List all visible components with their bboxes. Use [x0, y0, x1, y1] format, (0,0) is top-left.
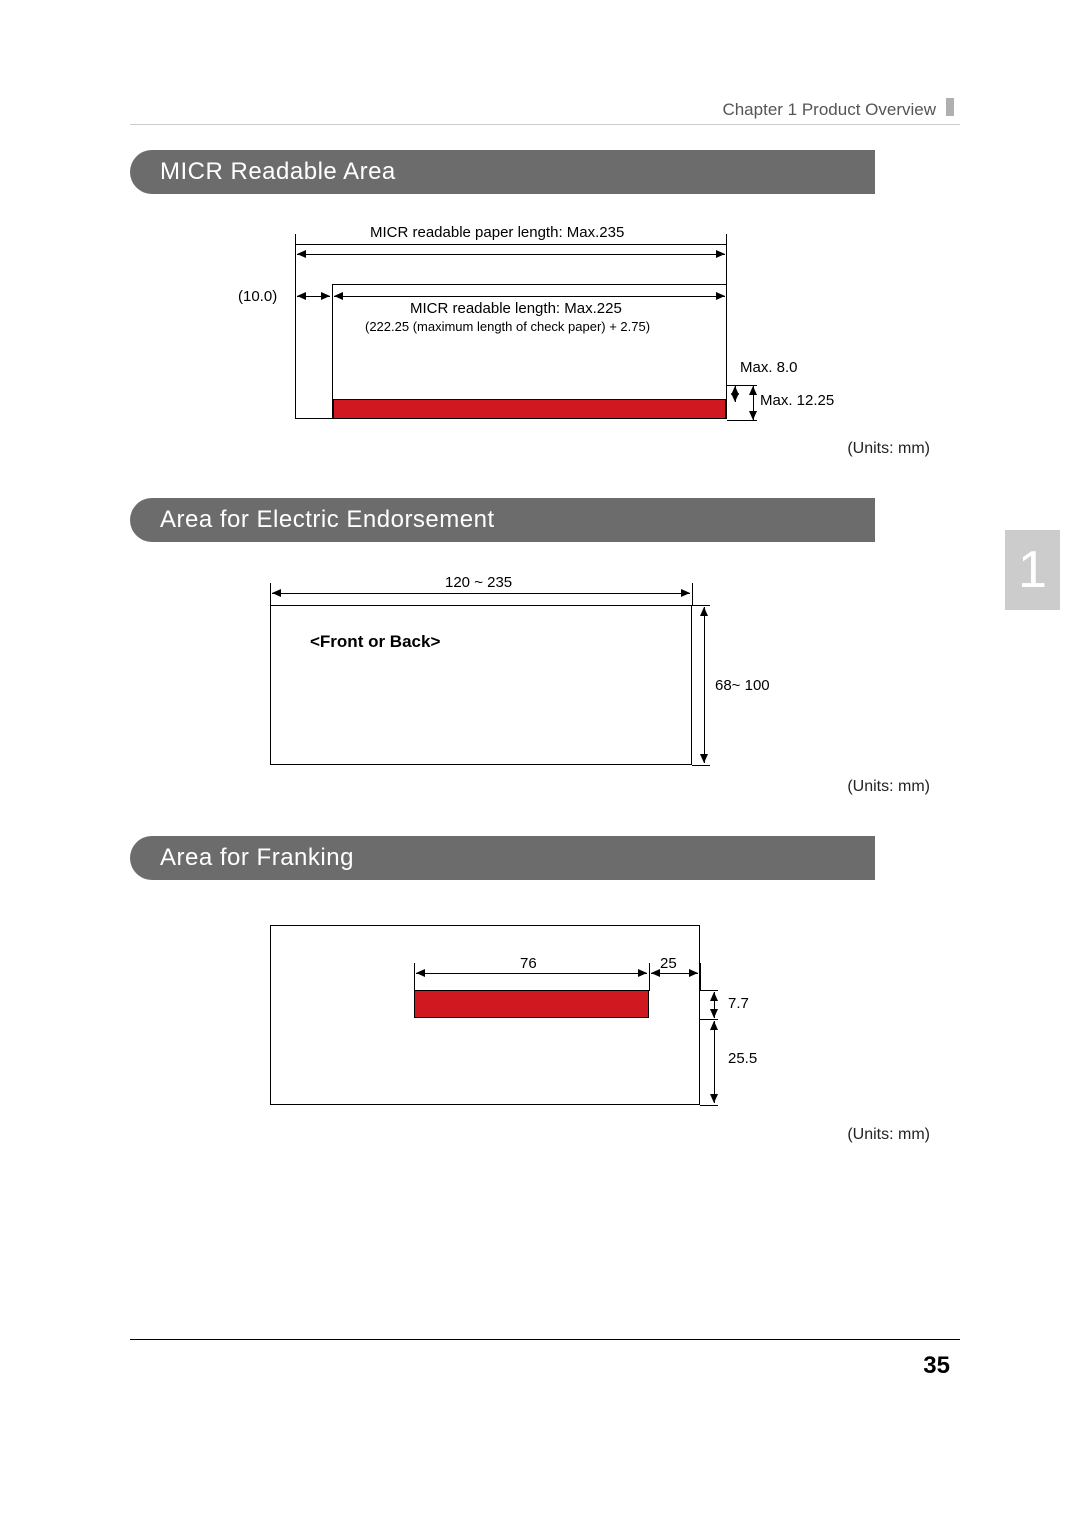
micr-arrow-offset [297, 296, 330, 297]
lbl-front-back: <Front or Back> [310, 632, 440, 652]
lbl-readable-len: MICR readable length: Max.225 [410, 300, 622, 317]
tick [332, 284, 333, 298]
header-divider [130, 124, 960, 125]
section-bar-endorsement: Area for Electric Endorsement [130, 498, 875, 542]
chapter-tab: 1 [1005, 530, 1060, 610]
ext-line [700, 1105, 718, 1106]
lbl-25: 25 [660, 955, 677, 972]
lbl-77: 7.7 [728, 995, 749, 1012]
lbl-endorse-w: 120 ~ 235 [445, 574, 512, 591]
units-label: (Units: mm) [130, 1126, 930, 1144]
endorsement-arrow-h [704, 607, 705, 763]
endorsement-arrow-w [272, 593, 690, 594]
section-bar-franking: Area for Franking [130, 836, 875, 880]
ext-line [727, 420, 757, 421]
units-label: (Units: mm) [130, 440, 930, 458]
franking-diagram: 76 25 7.7 25.5 [260, 915, 740, 1120]
micr-arrow-max8 [735, 386, 736, 402]
section-bar-micr: MICR Readable Area [130, 150, 875, 194]
tick [270, 583, 271, 605]
endorsement-box [270, 605, 692, 765]
tick [414, 963, 415, 991]
tick [649, 963, 650, 991]
units-label: (Units: mm) [130, 778, 930, 796]
section-title: Area for Electric Endorsement [130, 506, 495, 533]
micr-red-band [333, 399, 726, 419]
micr-diagram: MICR readable paper length: Max.235 (10.… [230, 224, 870, 434]
tick [700, 963, 701, 991]
ext-line [692, 765, 710, 766]
header-chapter: Chapter 1 Product Overview [722, 100, 936, 120]
franking-arrow-25 [651, 973, 698, 974]
tick [692, 583, 693, 605]
tick [726, 234, 727, 246]
lbl-max8: Max. 8.0 [740, 359, 798, 376]
lbl-76: 76 [520, 955, 537, 972]
lbl-endorse-h: 68~ 100 [715, 677, 770, 694]
section-title: Area for Franking [130, 844, 354, 871]
micr-arrow-max12 [753, 386, 754, 420]
ext-line [727, 385, 757, 386]
ext-line [692, 605, 710, 606]
lbl-sub: (222.25 (maximum length of check paper) … [365, 319, 650, 334]
header-accent [946, 98, 954, 116]
ext-line [700, 1019, 718, 1020]
micr-arrow-paper-len [297, 254, 725, 255]
lbl-255: 25.5 [728, 1050, 757, 1067]
endorsement-diagram: 120 ~ 235 68~ 100 <Front or Back> [260, 577, 740, 772]
ext-line [700, 990, 718, 991]
franking-arrow-76 [416, 973, 647, 974]
lbl-paper-len: MICR readable paper length: Max.235 [370, 224, 624, 241]
tick [295, 234, 296, 246]
section-title: MICR Readable Area [130, 158, 396, 185]
franking-red-band [414, 990, 649, 1018]
lbl-max12: Max. 12.25 [760, 392, 834, 409]
lbl-offset: (10.0) [238, 288, 277, 305]
page-number: 35 [923, 1352, 950, 1380]
franking-arrow-77 [714, 992, 715, 1018]
micr-arrow-readable-len [334, 296, 725, 297]
footer-divider [130, 1339, 960, 1341]
franking-arrow-255 [714, 1021, 715, 1103]
